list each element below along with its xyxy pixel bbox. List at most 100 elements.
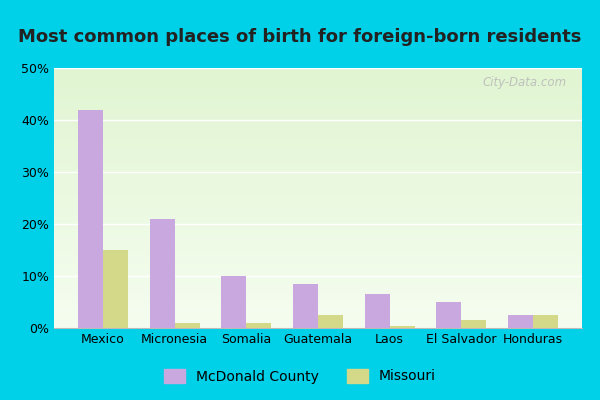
Bar <box>54 177 582 180</box>
Bar <box>54 260 582 263</box>
Bar <box>54 89 582 91</box>
Bar <box>54 281 582 284</box>
Bar <box>78 110 103 328</box>
Bar <box>54 292 582 294</box>
Bar <box>54 326 582 328</box>
Bar <box>54 211 582 214</box>
Bar <box>54 312 582 315</box>
Bar <box>318 315 343 328</box>
Bar <box>293 284 318 328</box>
Bar <box>54 224 582 226</box>
Bar <box>54 136 582 138</box>
Bar <box>54 172 582 174</box>
Bar <box>54 76 582 78</box>
Bar <box>54 266 582 268</box>
Bar <box>54 318 582 320</box>
Bar <box>54 253 582 255</box>
Bar <box>175 323 200 328</box>
Text: City-Data.com: City-Data.com <box>482 76 566 89</box>
Bar <box>54 91 582 94</box>
Bar <box>54 156 582 159</box>
Bar <box>54 130 582 133</box>
Bar <box>54 302 582 305</box>
Bar <box>54 226 582 229</box>
Bar <box>54 128 582 130</box>
Bar <box>54 118 582 120</box>
Bar <box>54 148 582 151</box>
Bar <box>54 133 582 136</box>
Bar <box>247 323 271 328</box>
Bar <box>54 174 582 177</box>
Bar <box>54 242 582 245</box>
Bar <box>54 271 582 274</box>
Bar <box>54 247 582 250</box>
Bar <box>54 167 582 170</box>
Bar <box>54 229 582 232</box>
Bar <box>54 188 582 190</box>
Bar <box>54 232 582 234</box>
Bar <box>54 112 582 115</box>
Bar <box>221 276 247 328</box>
Bar <box>54 294 582 297</box>
Bar <box>54 305 582 307</box>
Bar <box>54 104 582 107</box>
Bar <box>103 250 128 328</box>
Bar <box>54 216 582 219</box>
Bar <box>54 107 582 110</box>
Bar <box>54 206 582 208</box>
Bar <box>54 193 582 196</box>
Bar <box>54 219 582 221</box>
Bar <box>54 120 582 122</box>
Bar <box>54 102 582 104</box>
Bar <box>54 70 582 73</box>
Bar <box>54 315 582 318</box>
Bar <box>54 198 582 201</box>
Bar <box>54 110 582 112</box>
Bar <box>54 286 582 289</box>
Bar <box>54 255 582 258</box>
Bar <box>54 151 582 154</box>
Bar <box>54 297 582 299</box>
Bar <box>54 250 582 253</box>
Bar <box>508 315 533 328</box>
Bar <box>54 320 582 323</box>
Bar <box>54 182 582 185</box>
Bar <box>54 180 582 182</box>
Text: Most common places of birth for foreign-born residents: Most common places of birth for foreign-… <box>19 28 581 46</box>
Bar <box>54 299 582 302</box>
Bar <box>54 201 582 203</box>
Bar <box>54 138 582 141</box>
Bar <box>54 284 582 286</box>
Bar <box>54 185 582 188</box>
Bar <box>54 125 582 128</box>
Bar <box>149 219 175 328</box>
Bar <box>54 159 582 162</box>
Bar <box>54 245 582 247</box>
Bar <box>54 323 582 326</box>
Bar <box>389 326 415 328</box>
Bar <box>54 310 582 312</box>
Bar <box>54 143 582 146</box>
Bar <box>54 162 582 164</box>
Legend: McDonald County, Missouri: McDonald County, Missouri <box>158 363 442 389</box>
Bar <box>54 99 582 102</box>
Bar <box>54 154 582 156</box>
Bar <box>54 84 582 86</box>
Bar <box>54 73 582 76</box>
Bar <box>54 276 582 278</box>
Bar <box>461 320 487 328</box>
Bar <box>54 289 582 292</box>
Bar <box>54 68 582 70</box>
Bar <box>54 278 582 281</box>
Bar <box>54 146 582 148</box>
Bar <box>54 122 582 125</box>
Bar <box>54 164 582 167</box>
Bar <box>54 222 582 224</box>
Bar <box>533 315 558 328</box>
Bar <box>54 274 582 276</box>
Bar <box>54 94 582 97</box>
Bar <box>54 78 582 81</box>
Bar <box>54 208 582 211</box>
Bar <box>54 214 582 216</box>
Bar <box>365 294 389 328</box>
